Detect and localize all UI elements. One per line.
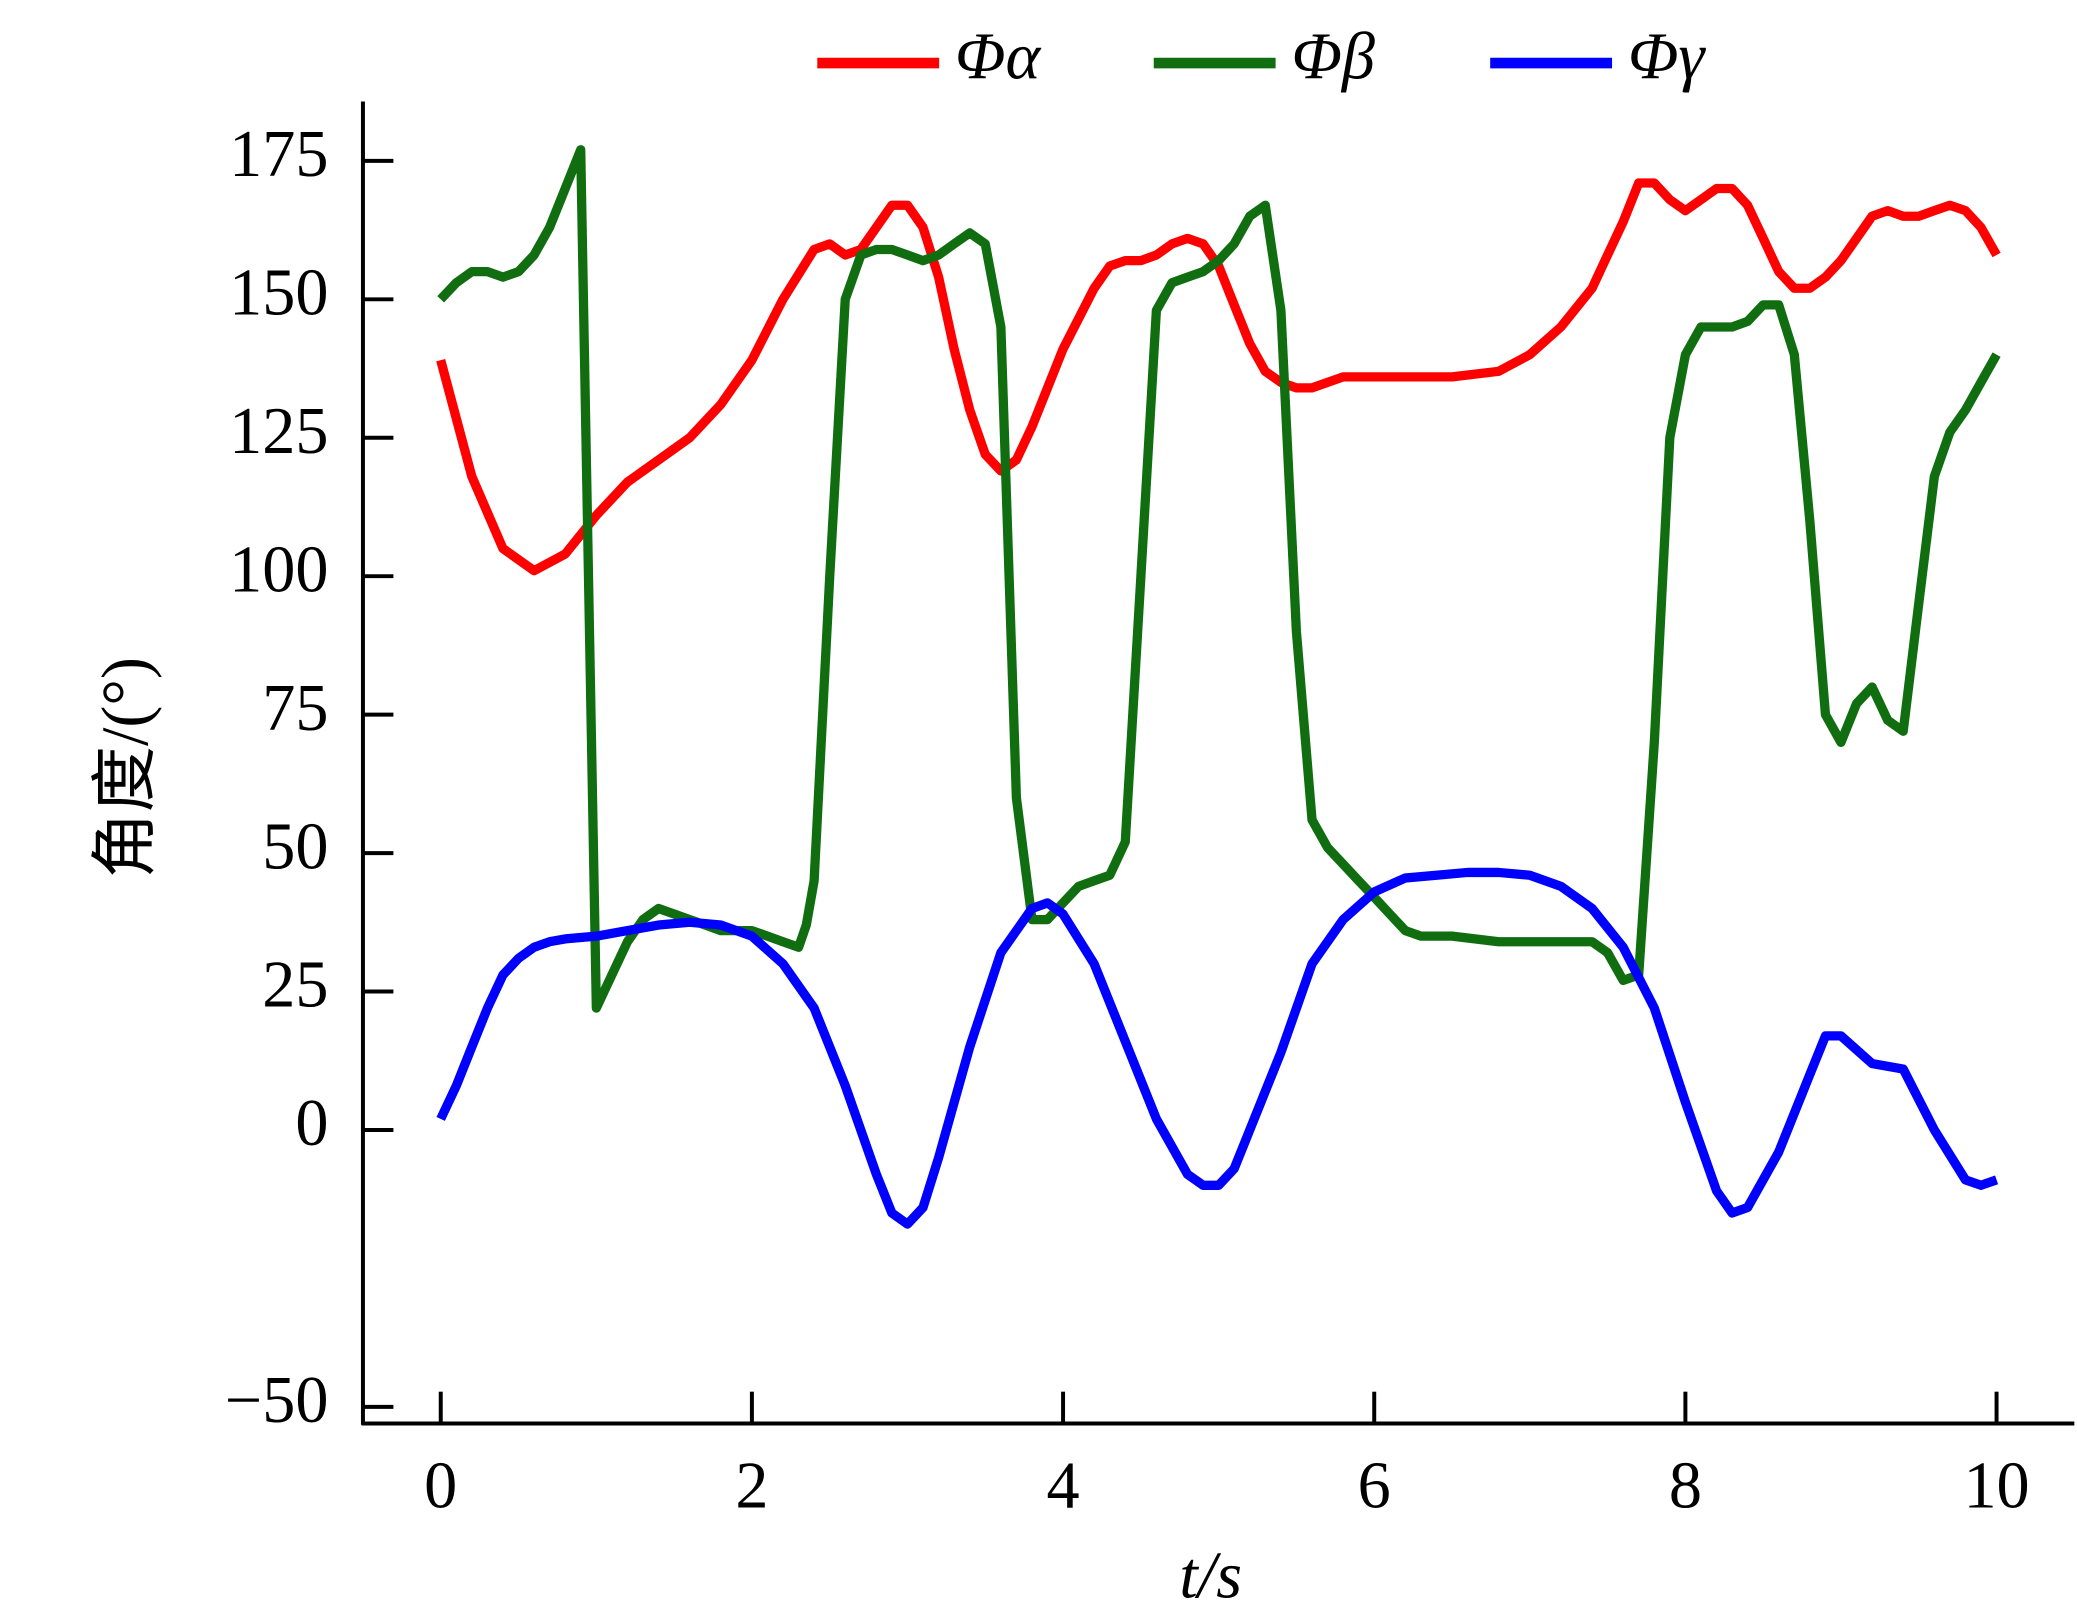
line	[436, 867, 1999, 1229]
y-tick-label: 100	[229, 533, 328, 606]
y-tick-label: 0	[295, 1087, 328, 1160]
y-tick-label: 150	[229, 257, 328, 330]
x-tick-label: 8	[1669, 1450, 1702, 1523]
line	[436, 178, 2001, 576]
legend-label: Φα	[955, 20, 1041, 93]
x-tick-label: 4	[1047, 1450, 1080, 1523]
legend-label: Φγ	[1628, 20, 1706, 93]
legend-label: Φβ	[1292, 20, 1375, 93]
y-tick-label: 125	[229, 395, 328, 468]
x-tick-label: 6	[1358, 1450, 1391, 1523]
y-tick-label: −50	[225, 1364, 329, 1437]
x-tick-label: 10	[1963, 1450, 2029, 1523]
y-axis-label: 角度/(°)	[90, 657, 163, 878]
x-tick-label: 2	[735, 1450, 768, 1523]
y-tick-label: 75	[262, 672, 328, 745]
y-tick-label: 50	[262, 810, 328, 883]
x-axis-label: t/s	[1179, 1540, 1242, 1613]
y-tick-label: 175	[229, 118, 328, 191]
y-tick-label: 25	[262, 949, 328, 1022]
x-tick-label: 0	[424, 1450, 457, 1523]
